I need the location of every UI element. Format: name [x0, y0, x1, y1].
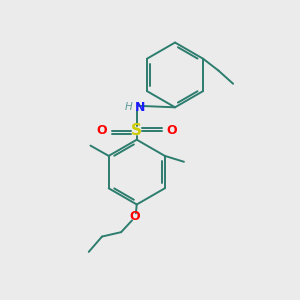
- Text: O: O: [97, 124, 107, 137]
- Text: N: N: [135, 101, 146, 114]
- Text: O: O: [166, 124, 177, 137]
- Text: H: H: [124, 102, 132, 112]
- Text: O: O: [129, 210, 140, 223]
- Text: S: S: [131, 123, 142, 138]
